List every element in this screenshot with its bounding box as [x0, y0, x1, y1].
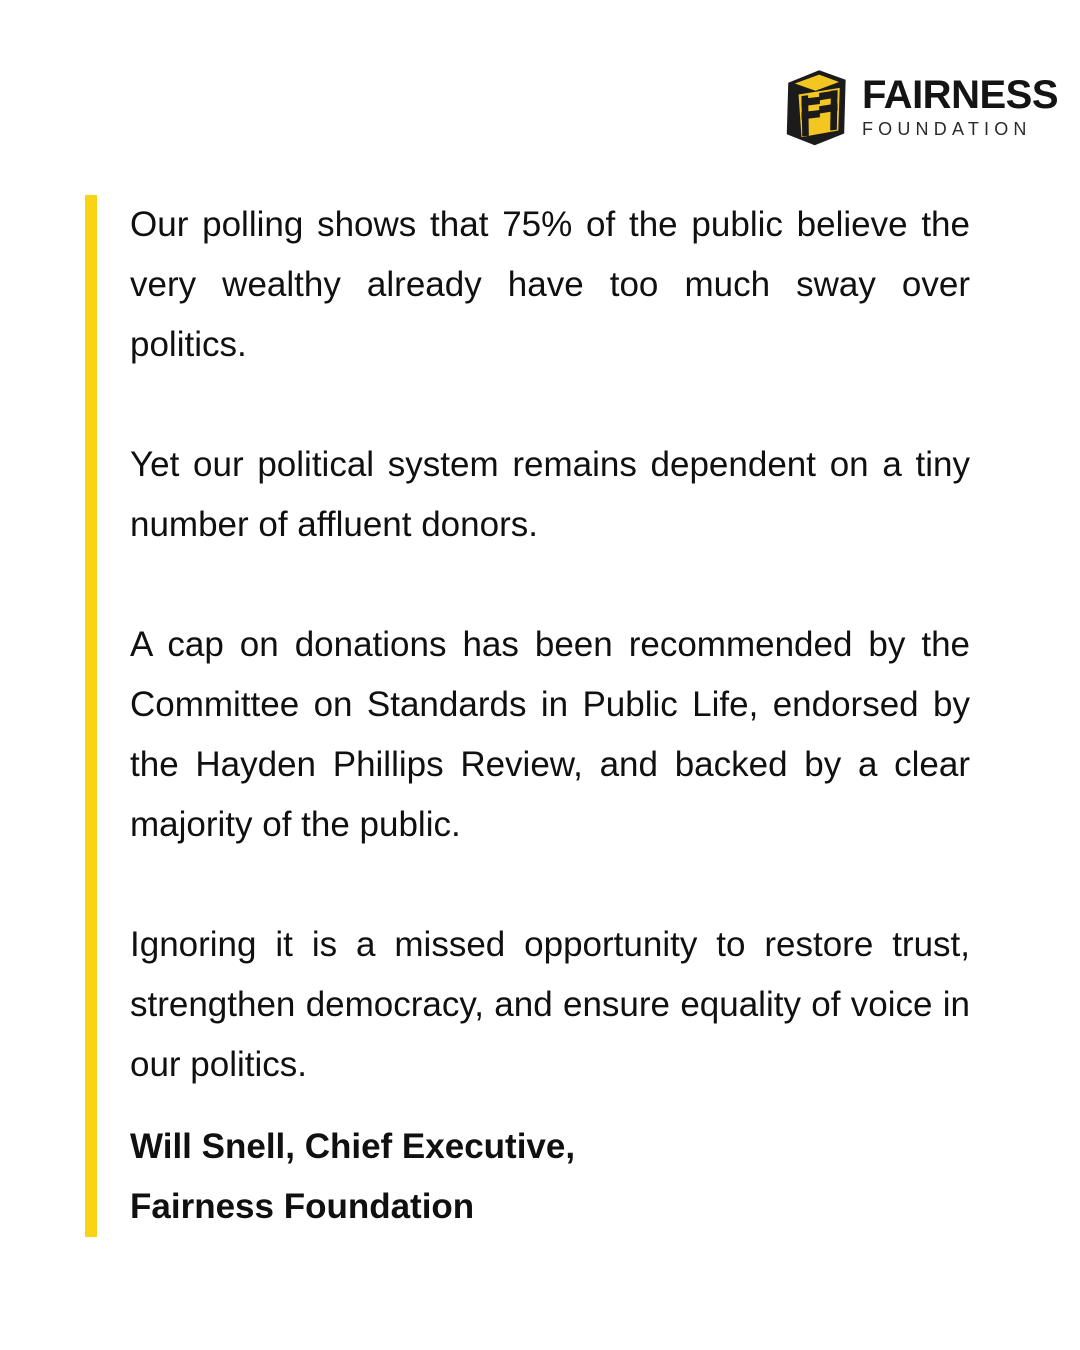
attribution-name-role: Will Snell, Chief Executive,: [130, 1127, 576, 1166]
quote-paragraph: A cap on donations has been recommended …: [130, 625, 970, 844]
fairness-foundation-logo: FAIRNESS FOUNDATION: [777, 68, 1059, 146]
attribution-organisation: Fairness Foundation: [130, 1187, 475, 1226]
quote-paragraph: Yet our political system remains depende…: [130, 445, 970, 544]
brand-subtitle: FOUNDATION: [861, 118, 1032, 139]
fairness-cube-icon: [777, 68, 851, 146]
quote-attribution: Will Snell, Chief Executive, Fairness Fo…: [130, 1117, 970, 1237]
quote-paragraph: Ignoring it is a missed opportunity to r…: [130, 925, 970, 1084]
brand-wordmark: FAIRNESS FOUNDATION: [861, 72, 1059, 140]
quote-block: Our polling shows that 75% of the public…: [85, 195, 970, 1237]
brand-name: FAIRNESS: [861, 72, 1059, 117]
quote-paragraph: Our polling shows that 75% of the public…: [130, 205, 970, 364]
